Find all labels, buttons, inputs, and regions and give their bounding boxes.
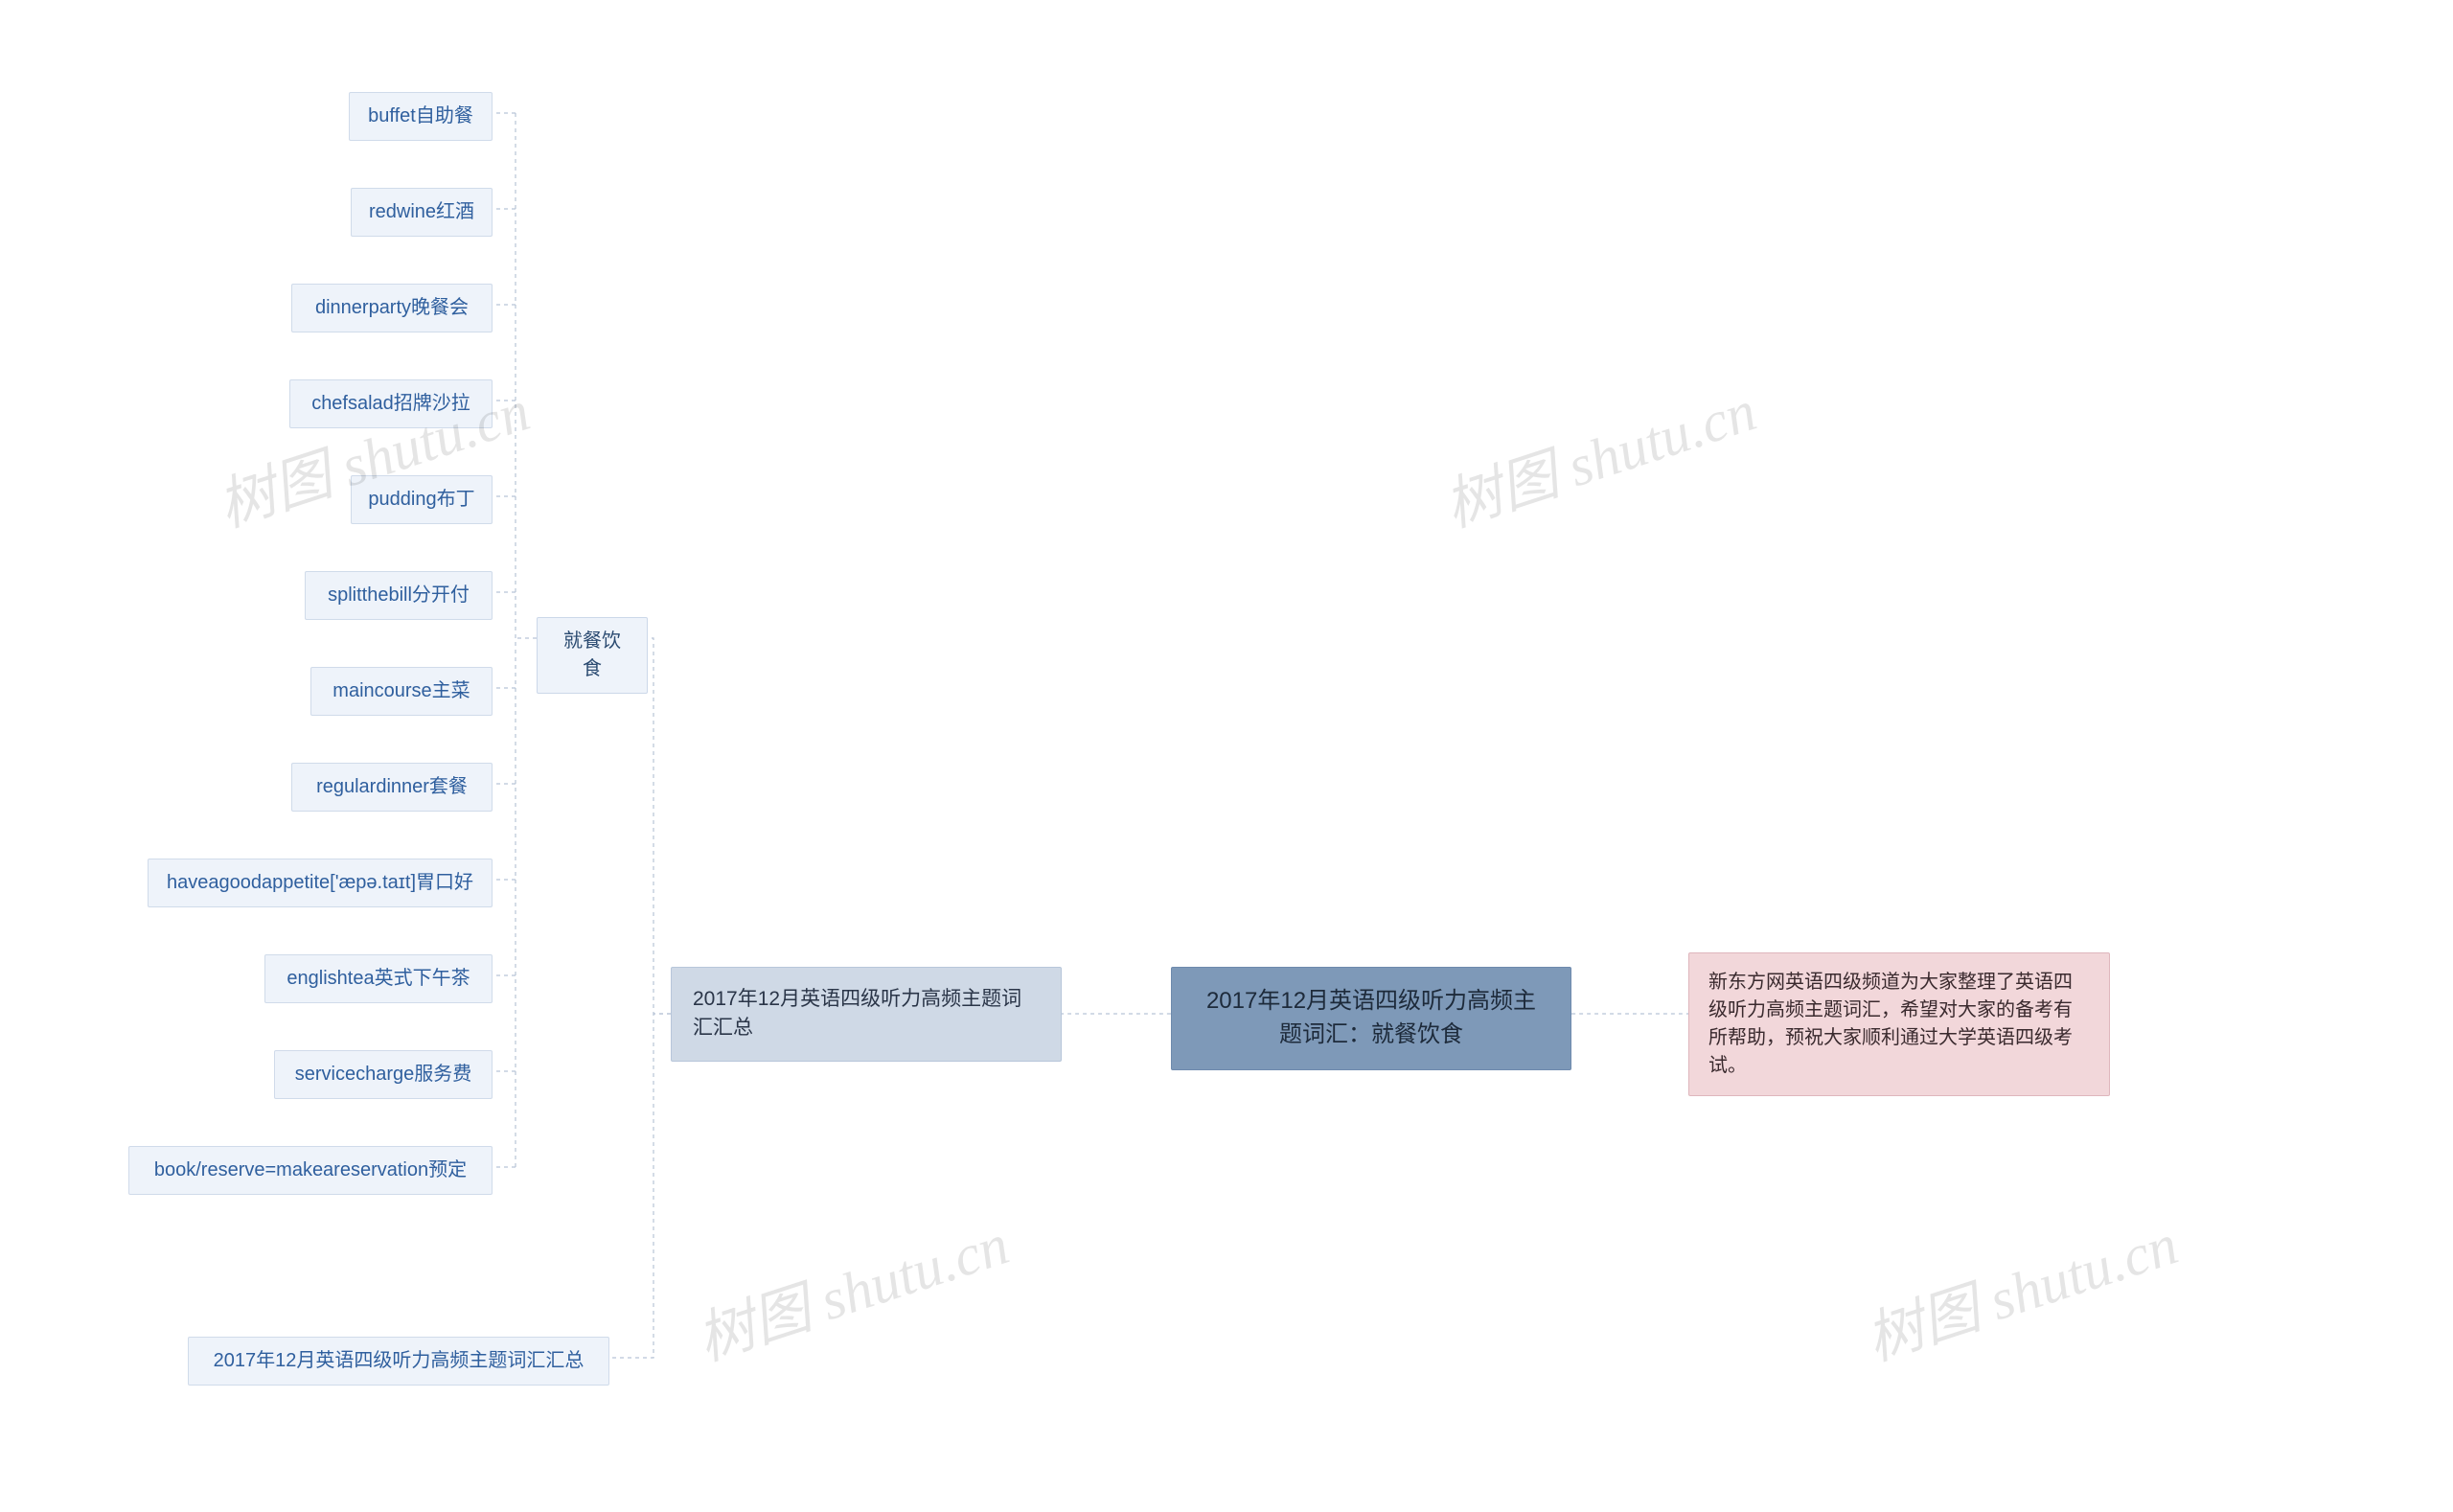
watermark: 树图 shutu.cn	[685, 1198, 1018, 1377]
category-label: 就餐饮食	[555, 628, 630, 683]
category-node: 就餐饮食	[537, 617, 648, 694]
leaf-label: maincourse主菜	[332, 677, 470, 705]
leaf-label: book/reserve=makeareservation预定	[154, 1157, 467, 1184]
watermark: 树图 shutu.cn	[1433, 364, 1765, 543]
leaf-label: pudding布丁	[368, 486, 474, 514]
center-title: 2017年12月英语四级听力高频主题词汇：就餐饮食	[1195, 985, 1547, 1052]
leaf-node: servicecharge服务费	[274, 1050, 493, 1099]
footer-leaf-label: 2017年12月英语四级听力高频主题词汇汇总	[214, 1347, 585, 1375]
leaf-label: dinnerparty晚餐会	[315, 294, 469, 322]
watermark: 树图 shutu.cn	[1854, 1198, 2187, 1377]
leaf-node: splitthebill分开付	[305, 571, 493, 620]
leaf-node: chefsalad招牌沙拉	[289, 379, 493, 428]
left-main-label: 2017年12月英语四级听力高频主题词汇汇总	[693, 985, 1040, 1043]
leaf-node: pudding布丁	[351, 475, 493, 524]
leaf-node: regulardinner套餐	[291, 763, 493, 812]
leaf-node: buffet自助餐	[349, 92, 493, 141]
leaf-label: regulardinner套餐	[316, 773, 468, 801]
leaf-node: redwine红酒	[351, 188, 493, 237]
watermark: 树图 shutu.cn	[283, 1504, 615, 1512]
right-note-text: 新东方网英语四级频道为大家整理了英语四级听力高频主题词汇，希望对大家的备考有所帮…	[1708, 969, 2090, 1080]
leaf-node: dinnerparty晚餐会	[291, 284, 493, 332]
leaf-label: haveagoodappetite['æpə.taɪt]胃口好	[167, 869, 473, 897]
right-note-node: 新东方网英语四级频道为大家整理了英语四级听力高频主题词汇，希望对大家的备考有所帮…	[1688, 952, 2110, 1096]
leaf-node: haveagoodappetite['æpə.taɪt]胃口好	[148, 859, 493, 907]
leaf-label: chefsalad招牌沙拉	[311, 390, 470, 418]
left-main-node: 2017年12月英语四级听力高频主题词汇汇总	[671, 967, 1062, 1062]
leaf-label: splitthebill分开付	[328, 582, 470, 609]
leaf-label: buffet自助餐	[368, 103, 473, 130]
leaf-node: englishtea英式下午茶	[264, 954, 493, 1003]
leaf-node: book/reserve=makeareservation预定	[128, 1146, 493, 1195]
center-node: 2017年12月英语四级听力高频主题词汇：就餐饮食	[1171, 967, 1571, 1070]
footer-leaf-node: 2017年12月英语四级听力高频主题词汇汇总	[188, 1337, 609, 1386]
leaf-label: redwine红酒	[369, 198, 474, 226]
leaf-label: englishtea英式下午茶	[287, 965, 470, 993]
leaf-label: servicecharge服务费	[295, 1061, 472, 1088]
leaf-node: maincourse主菜	[310, 667, 493, 716]
